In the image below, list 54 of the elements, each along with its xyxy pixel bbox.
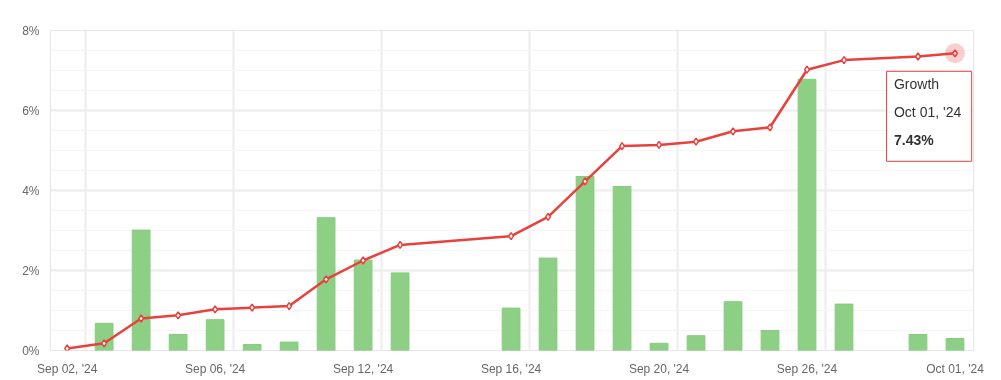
point <box>101 339 108 348</box>
y-tick-label: 2% <box>22 263 40 278</box>
bar <box>649 342 669 351</box>
point <box>286 301 293 311</box>
point <box>507 231 515 241</box>
bar <box>723 301 743 351</box>
point <box>692 137 700 146</box>
y-tick-label: 4% <box>22 183 40 198</box>
y-tick-label: 6% <box>22 103 40 118</box>
x-tick-label: Sep 02, '24 <box>36 361 98 376</box>
bar <box>575 176 595 351</box>
bar <box>168 334 188 351</box>
x-tick-label: Sep 16, '24 <box>480 361 542 376</box>
x-tick-label: Sep 12, '24 <box>332 361 394 376</box>
point <box>914 52 922 61</box>
point <box>360 256 367 265</box>
point <box>64 344 71 351</box>
point <box>655 140 663 150</box>
bar <box>353 259 373 351</box>
bar <box>501 307 521 351</box>
y-tick-label: 8% <box>22 23 40 38</box>
point <box>766 123 774 132</box>
bar <box>390 272 410 351</box>
point <box>175 311 182 320</box>
point <box>803 65 811 74</box>
bar <box>908 334 928 351</box>
point <box>138 314 145 323</box>
point <box>544 212 552 222</box>
bar <box>686 335 706 351</box>
bar <box>945 338 965 351</box>
point <box>323 275 330 284</box>
bar <box>538 257 558 351</box>
bar <box>279 341 299 351</box>
bar <box>205 319 225 351</box>
point <box>581 177 589 186</box>
annotation: Growth Oct 01, '24 7.43% <box>893 76 962 149</box>
bar <box>131 229 151 351</box>
bar <box>242 344 262 351</box>
bar <box>797 78 817 351</box>
bar <box>316 217 336 351</box>
point <box>729 127 737 136</box>
bar <box>612 186 632 351</box>
point <box>397 240 404 250</box>
bar <box>760 330 780 351</box>
point <box>212 305 219 314</box>
point <box>249 303 256 312</box>
x-tick-label: Oct 01, '24 <box>926 361 985 376</box>
x-tick-label: Sep 20, '24 <box>628 361 690 376</box>
bar <box>834 303 854 351</box>
point <box>840 55 848 65</box>
x-tick-label: Sep 06, '24 <box>184 361 246 376</box>
y-tick-label: 0% <box>22 343 40 358</box>
point <box>618 141 626 151</box>
x-tick-label: Sep 26, '24 <box>776 361 838 376</box>
